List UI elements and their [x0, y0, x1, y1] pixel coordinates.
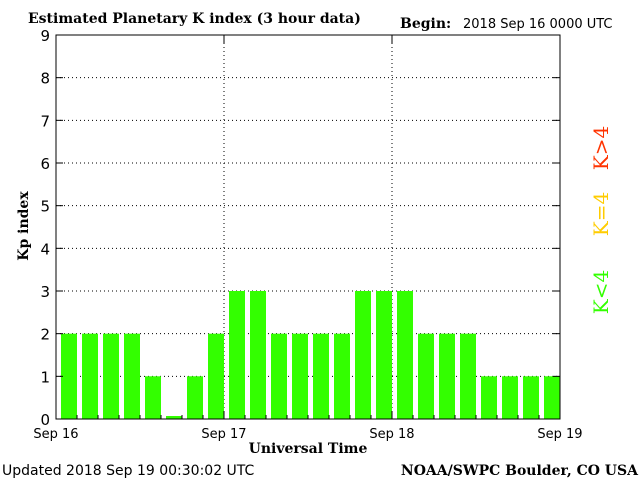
- kp-bar: [376, 291, 392, 419]
- kp-bar: [271, 333, 287, 419]
- bar-series: [61, 291, 560, 419]
- y-tick-label: 0: [40, 411, 50, 429]
- kp-bar: [523, 376, 539, 419]
- kp-bar: [397, 291, 413, 419]
- legend-below: K<4: [589, 270, 613, 314]
- y-axis-title: Kp index: [16, 191, 32, 261]
- kp-bar: [355, 291, 371, 419]
- y-tick-label: 7: [40, 112, 50, 130]
- kp-bar: [439, 333, 455, 419]
- kp-bar: [145, 376, 161, 419]
- begin-label: Begin:: [400, 16, 451, 32]
- kp-bar: [124, 333, 140, 419]
- y-tick-label: 4: [40, 240, 50, 258]
- kp-bar: [481, 376, 497, 419]
- kp-bar: [460, 333, 476, 419]
- x-tick-label: Sep 18: [369, 427, 414, 442]
- y-axis-ticks: 0 1 2 3 4 5 6 7 8 9: [40, 27, 560, 429]
- chart-title: Estimated Planetary K index (3 hour data…: [28, 11, 361, 27]
- y-tick-label: 2: [40, 326, 50, 344]
- kp-bar: [208, 333, 224, 419]
- legend-above: K>4: [589, 126, 613, 170]
- source-credit: NOAA/SWPC Boulder, CO USA: [401, 463, 639, 479]
- updated-timestamp: Updated 2018 Sep 19 00:30:02 UTC: [2, 463, 255, 479]
- kp-bar: [61, 333, 77, 419]
- kp-bar: [250, 291, 266, 419]
- x-tick-label: Sep 19: [537, 427, 582, 442]
- begin-value: 2018 Sep 16 0000 UTC: [463, 17, 613, 32]
- x-axis-title: Universal Time: [249, 441, 368, 457]
- kp-bar: [292, 333, 308, 419]
- kp-bar: [502, 376, 518, 419]
- kp-bar: [187, 376, 203, 419]
- y-tick-label: 6: [40, 155, 50, 173]
- kp-bar: [544, 376, 560, 419]
- kp-bar: [82, 333, 98, 419]
- kp-bar: [229, 291, 245, 419]
- y-tick-label: 8: [40, 70, 50, 88]
- y-tick-label: 3: [40, 283, 50, 301]
- x-tick-label: Sep 16: [33, 427, 78, 442]
- kp-bar: [418, 333, 434, 419]
- kp-bar: [103, 333, 119, 419]
- kp-bar: [334, 333, 350, 419]
- y-tick-label: 1: [40, 368, 50, 386]
- kp-bar: [166, 416, 182, 419]
- x-axis-ticks: Sep 16 Sep 17 Sep 18 Sep 19: [33, 35, 583, 442]
- legend-equal: K=4: [589, 192, 613, 236]
- x-tick-label: Sep 17: [201, 427, 246, 442]
- kp-bar: [313, 333, 329, 419]
- y-tick-label: 9: [40, 27, 50, 45]
- y-tick-label: 5: [40, 198, 50, 216]
